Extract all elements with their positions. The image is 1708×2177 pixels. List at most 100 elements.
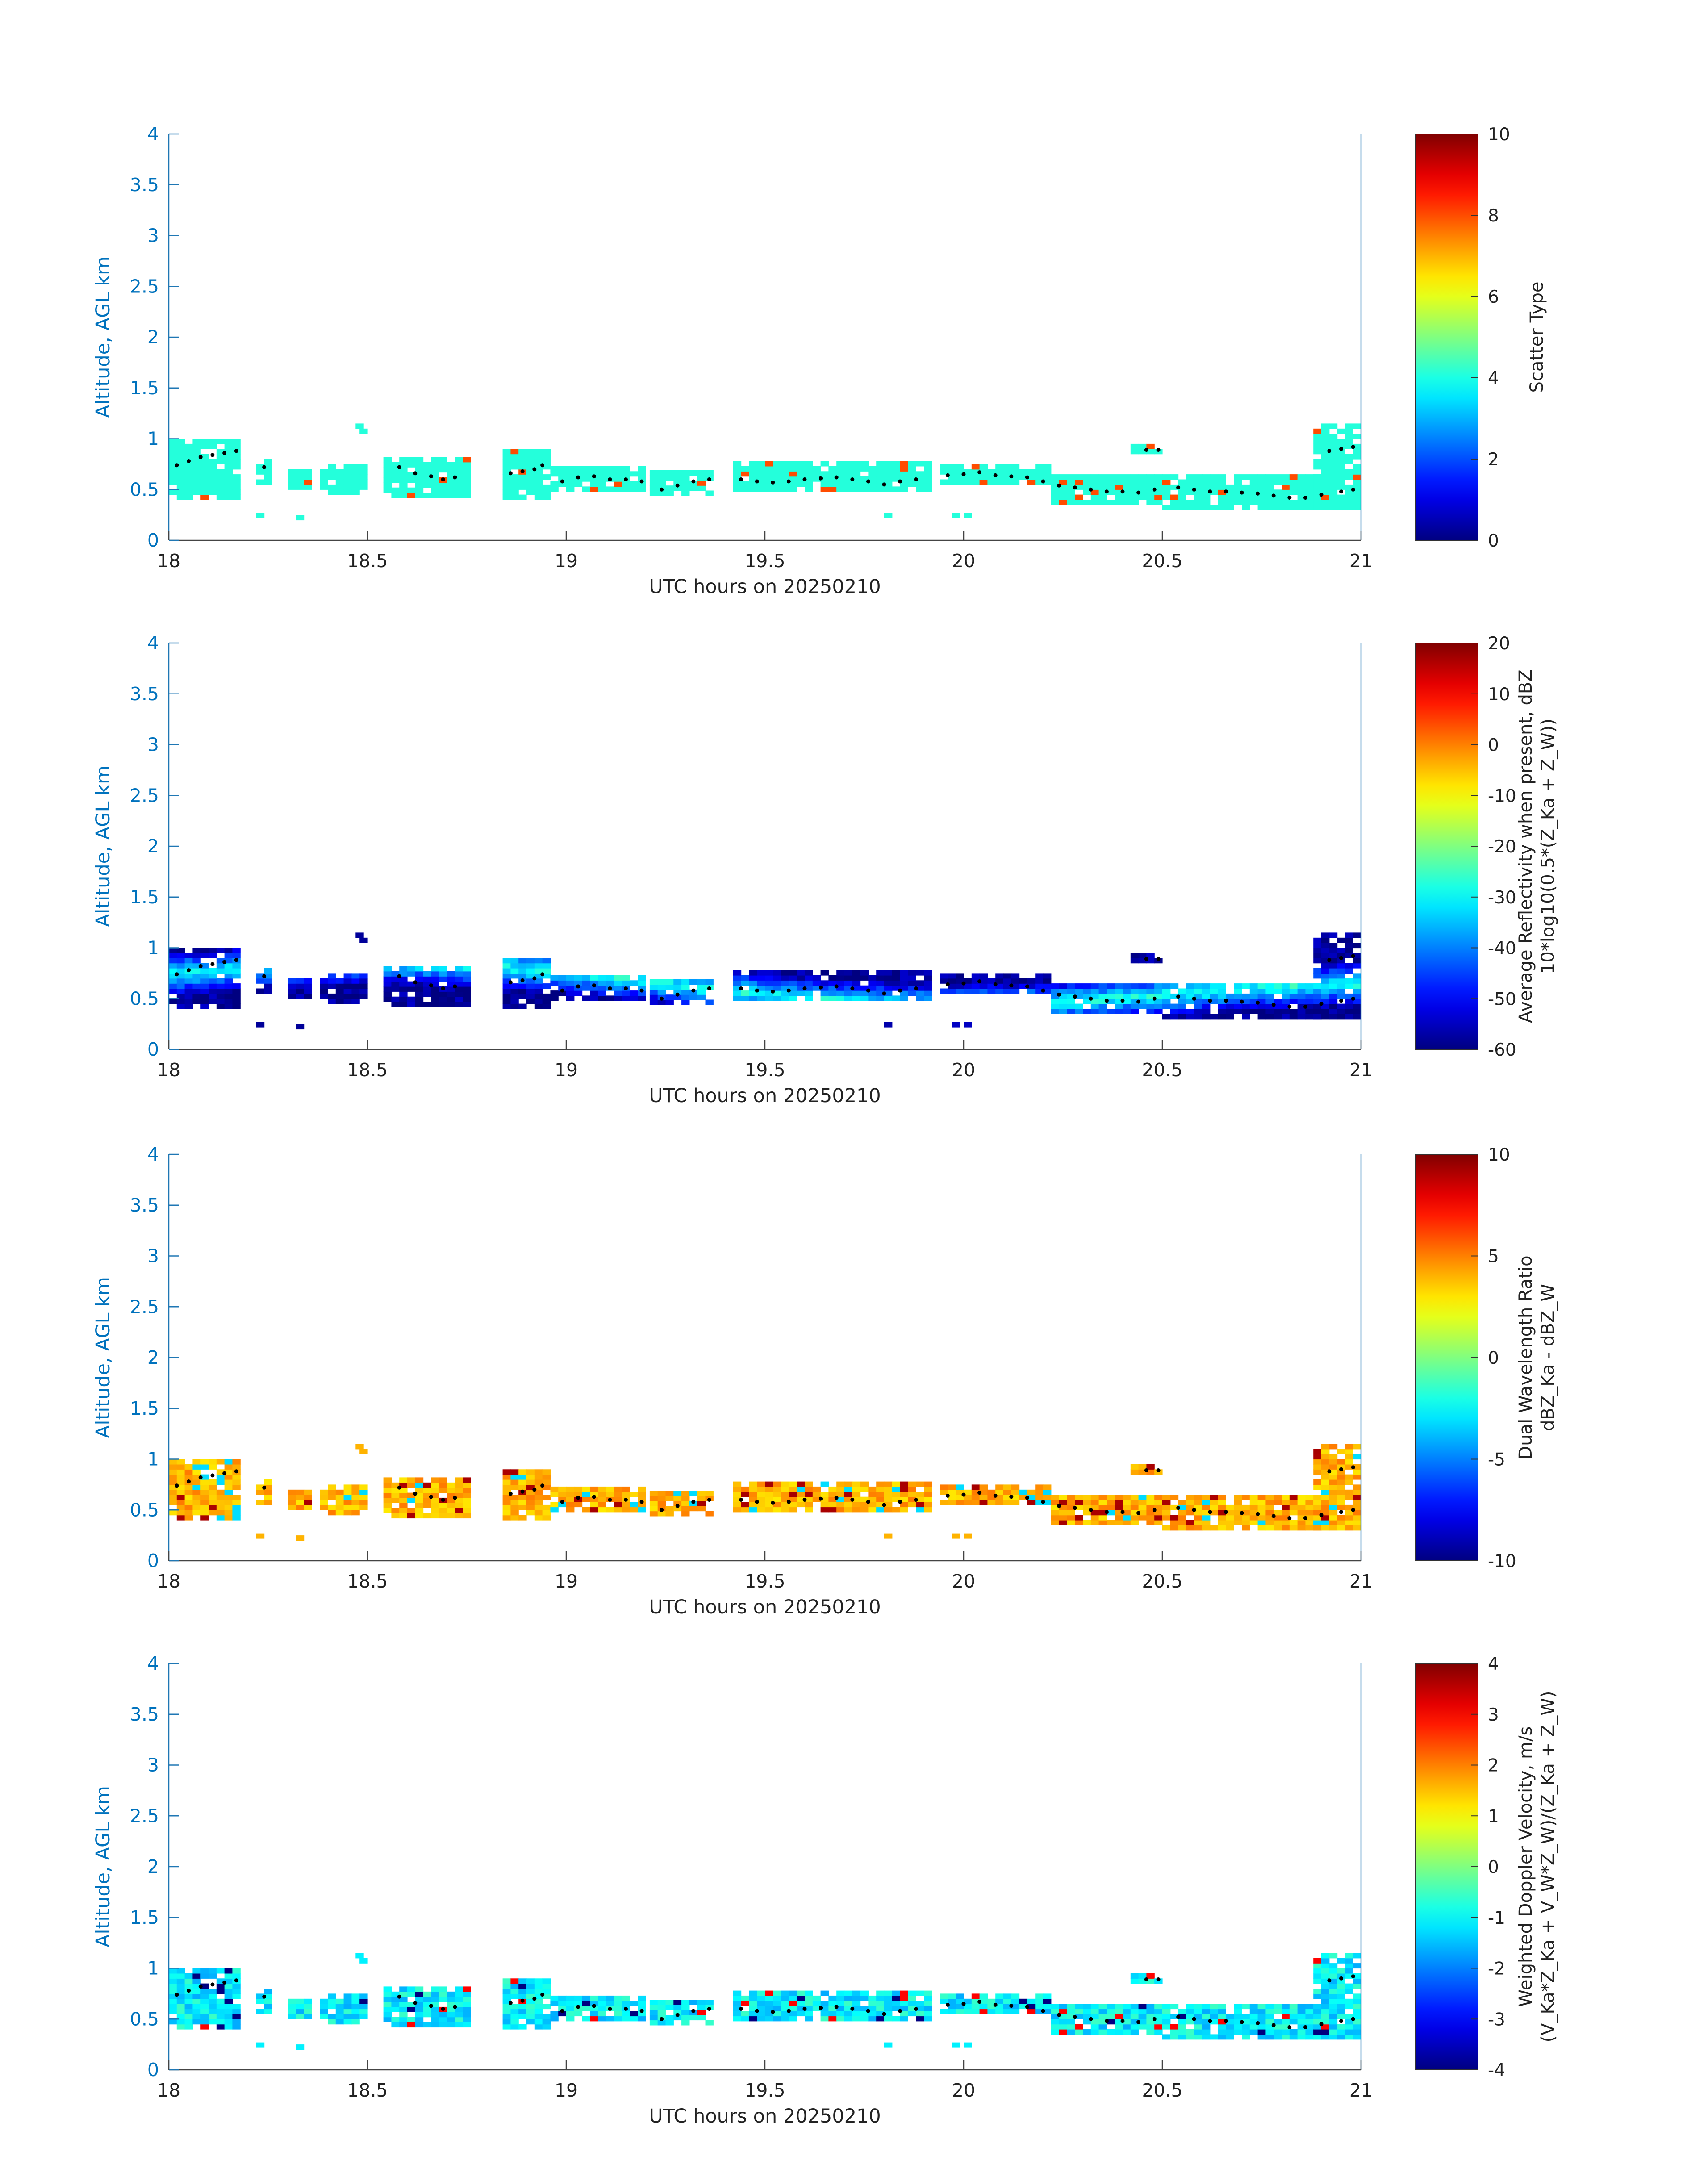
heatmap-cell	[184, 1993, 193, 1999]
heatmap-cell	[455, 477, 464, 483]
heatmap-cell	[447, 477, 455, 483]
heatmap-cell	[773, 1995, 781, 2001]
heatmap-cell	[399, 482, 408, 488]
heatmap-cell	[1194, 500, 1203, 505]
heatmap-cell	[765, 985, 773, 991]
heatmap-cell	[391, 971, 400, 977]
heatmap-cell	[971, 2009, 980, 2014]
cloud-base-point	[1089, 996, 1093, 1001]
heatmap-cell	[224, 973, 233, 979]
heatmap-cell	[689, 1506, 698, 1512]
heatmap-cell	[733, 975, 742, 981]
heatmap-cell	[812, 466, 821, 472]
heatmap-cell	[328, 484, 336, 490]
heatmap-cell	[876, 461, 885, 467]
cloud-base-point	[508, 2001, 513, 2005]
heatmap-cell	[431, 2006, 439, 2012]
heatmap-cell	[534, 1474, 543, 1480]
heatmap-cell	[1115, 988, 1123, 994]
heatmap-cell	[1297, 2029, 1306, 2035]
heatmap-cell	[359, 484, 368, 490]
heatmap-cell	[884, 481, 893, 487]
heatmap-cell	[995, 464, 1004, 470]
heatmap-cell	[1329, 999, 1338, 1004]
heatmap-cell	[1003, 1484, 1012, 1490]
heatmap-cell	[1218, 2009, 1226, 2014]
cloud-base-point	[1351, 2017, 1355, 2021]
cloud-base-point	[1319, 1002, 1324, 1006]
heatmap-cell	[463, 1997, 471, 2002]
heatmap-cell	[900, 2016, 908, 2022]
heatmap-cell	[383, 1497, 392, 1503]
heatmap-cell	[1282, 2009, 1290, 2014]
heatmap-cell	[200, 1474, 209, 1480]
heatmap-cell	[1353, 958, 1361, 964]
heatmap-cell	[224, 2004, 233, 2010]
heatmap-cell	[1067, 474, 1075, 480]
heatmap-cell	[773, 2006, 781, 2011]
heatmap-cell	[590, 2001, 598, 2006]
heatmap-cell	[836, 975, 845, 981]
heatmap-cell	[256, 978, 265, 984]
heatmap-cell	[328, 1504, 336, 1510]
heatmap-cell	[649, 2005, 658, 2010]
heatmap-cell	[256, 1998, 265, 2004]
heatmap-cell	[1083, 474, 1091, 480]
heatmap-cell	[1234, 484, 1242, 490]
heatmap-cell	[765, 1486, 773, 1492]
colorbar-tick-label: 5	[1488, 1247, 1499, 1267]
y-tick-label: 0.5	[130, 988, 159, 1009]
heatmap-cell	[598, 990, 606, 996]
heatmap-cell	[1313, 1484, 1322, 1490]
heatmap-cell	[288, 2004, 296, 2010]
heatmap-cell	[209, 948, 217, 953]
heatmap-cell	[351, 1998, 360, 2004]
heatmap-cell	[502, 454, 511, 460]
heatmap-cell	[1138, 1973, 1147, 1979]
cloud-base-point	[914, 1498, 918, 1502]
heatmap-cell	[1194, 1520, 1203, 1525]
heatmap-cell	[1274, 494, 1282, 500]
heatmap-cell	[1329, 1515, 1338, 1521]
heatmap-cell	[502, 2004, 511, 2010]
heatmap-cell	[705, 490, 714, 496]
heatmap-cell	[431, 1492, 439, 1498]
colorbar-tick-label: -4	[1488, 2060, 1505, 2081]
heatmap-cell	[1234, 2014, 1242, 2019]
heatmap-cell	[649, 1511, 658, 1517]
heatmap-cell	[510, 993, 519, 999]
heatmap-cell	[518, 464, 527, 470]
heatmap-cell	[1321, 459, 1330, 464]
heatmap-cell	[1313, 968, 1322, 974]
heatmap-cell	[673, 485, 682, 491]
heatmap-cell	[510, 963, 519, 969]
cloud-base-point	[1303, 2025, 1307, 2029]
heatmap-cell	[1321, 943, 1330, 949]
cloud-base-point	[755, 1500, 759, 1504]
heatmap-cell	[169, 449, 177, 455]
heatmap-cell	[256, 1022, 265, 1028]
heatmap-cell	[1186, 479, 1194, 485]
heatmap-cell	[1107, 2009, 1115, 2014]
heatmap-cell	[1138, 2004, 1147, 2010]
heatmap-cell	[1265, 2019, 1274, 2025]
heatmap-cell	[781, 461, 789, 467]
heatmap-cell	[431, 1986, 439, 1992]
heatmap-cell	[820, 970, 829, 976]
heatmap-cell	[415, 1513, 424, 1519]
heatmap-cell	[423, 1997, 431, 2002]
heatmap-cell	[383, 462, 392, 468]
heatmap-cell	[836, 1990, 845, 1996]
heatmap-cell	[681, 2000, 690, 2005]
heatmap-cell	[820, 2006, 829, 2011]
heatmap-cell	[351, 1484, 360, 1490]
heatmap-cell	[1329, 1454, 1338, 1460]
colorbar-tick-label: -20	[1488, 837, 1516, 857]
heatmap-cell	[1321, 484, 1330, 490]
cloud-base-point	[914, 2007, 918, 2011]
heatmap-cell	[1186, 505, 1194, 510]
heatmap-cell	[320, 988, 328, 994]
heatmap-cell	[399, 1497, 408, 1503]
heatmap-cell	[1337, 1495, 1345, 1500]
heatmap-cell	[1249, 500, 1258, 505]
